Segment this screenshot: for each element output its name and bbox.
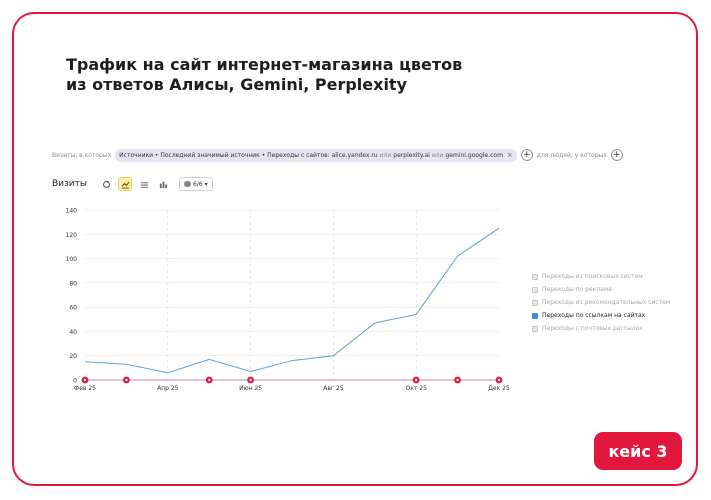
y-tick-label: 60 — [69, 305, 77, 312]
title-line-1: Трафик на сайт интернет-магазина цветов — [66, 55, 463, 74]
legend-label: Переходы с почтовых рассылок — [542, 325, 643, 332]
annotation-marker-dot — [415, 378, 418, 382]
x-tick-label: Дек 25 — [488, 385, 510, 392]
annotation-marker-dot — [456, 378, 459, 382]
annotations-select[interactable]: 6/6 ▾ — [179, 177, 213, 191]
comment-icon — [184, 181, 192, 187]
title-line-2: из ответов Алисы, Gemini, Perplexity — [66, 75, 407, 94]
filter-suffix: для людей, у которых — [536, 151, 607, 159]
checkbox-icon[interactable] — [532, 325, 538, 332]
x-tick-label: Апр 25 — [157, 385, 179, 392]
y-tick-label: 140 — [66, 208, 78, 215]
legend-label: Переходы из поисковых систем — [542, 273, 643, 280]
series-line — [84, 227, 500, 374]
checkbox-icon[interactable] — [532, 286, 538, 293]
case-badge: кейс 3 — [594, 432, 682, 470]
annotation-marker-dot — [208, 378, 211, 382]
bar-chart-icon[interactable] — [156, 177, 170, 191]
filter-chip-text: Источники • Последний значимый источник … — [119, 151, 378, 159]
legend-label: Переходы из рекомендательных систем — [542, 299, 671, 306]
y-tick-label: 80 — [69, 280, 77, 287]
x-tick-label: Окт 25 — [406, 385, 428, 392]
y-tick-label: 100 — [66, 256, 78, 263]
add-condition-button[interactable]: + — [520, 149, 533, 161]
segments-count: 6/6 — [193, 180, 203, 188]
checkbox-checked-icon[interactable] — [532, 312, 538, 319]
page-title: Трафик на сайт интернет-магазина цветов … — [66, 55, 546, 95]
chevron-down-icon: ▾ — [204, 180, 208, 188]
y-tick-label: 20 — [69, 353, 77, 360]
y-tick-label: 0 — [73, 378, 77, 385]
checkbox-icon[interactable] — [532, 299, 538, 306]
x-tick-label: Июн 25 — [239, 385, 262, 392]
filter-site-3: gemini.google.com — [445, 151, 503, 159]
card-frame — [12, 12, 698, 486]
filter-or: или — [379, 151, 392, 159]
chart-toolbar: Визиты 6/6 ▾ — [52, 175, 213, 193]
x-tick-label: Фев 25 — [74, 385, 96, 392]
filter-chip[interactable]: Источники • Последний значимый источник … — [115, 148, 517, 162]
y-tick-label: 40 — [69, 329, 77, 336]
legend-item[interactable]: Переходы по ссылкам на сайтах — [532, 309, 670, 322]
annotation-marker-dot — [83, 378, 87, 382]
legend-item[interactable]: Переходы с почтовых рассылок — [532, 322, 670, 335]
checkbox-icon[interactable] — [532, 273, 538, 280]
legend-item[interactable]: Переходы из рекомендательных систем — [532, 296, 670, 309]
legend-item[interactable]: Переходы по рекламе — [532, 283, 670, 296]
annotation-marker-dot — [497, 378, 501, 382]
filter-prefix: Визиты, в которых — [52, 151, 112, 159]
legend-label: Переходы по ссылкам на сайтах — [542, 312, 646, 319]
filter-or: или — [431, 151, 444, 159]
area-chart-icon[interactable] — [137, 177, 151, 191]
filter-site-2: perplexity.ai — [393, 151, 430, 159]
legend-item[interactable]: Переходы из поисковых систем — [532, 270, 670, 283]
x-tick-label: Авг 25 — [323, 385, 344, 392]
legend: Переходы из поисковых систем Переходы по … — [532, 270, 670, 335]
refresh-icon[interactable] — [99, 177, 113, 191]
close-icon[interactable]: × — [506, 151, 513, 159]
segment-filter-bar: Визиты, в которых Источники • Последний … — [52, 148, 627, 162]
legend-label: Переходы по рекламе — [542, 286, 613, 293]
add-user-condition-button[interactable]: + — [610, 149, 623, 161]
annotation-marker-dot — [125, 378, 128, 382]
line-chart-icon[interactable] — [118, 177, 133, 191]
y-tick-label: 120 — [66, 232, 78, 239]
metric-label: Визиты — [52, 179, 88, 189]
annotation-marker-dot — [249, 378, 252, 382]
